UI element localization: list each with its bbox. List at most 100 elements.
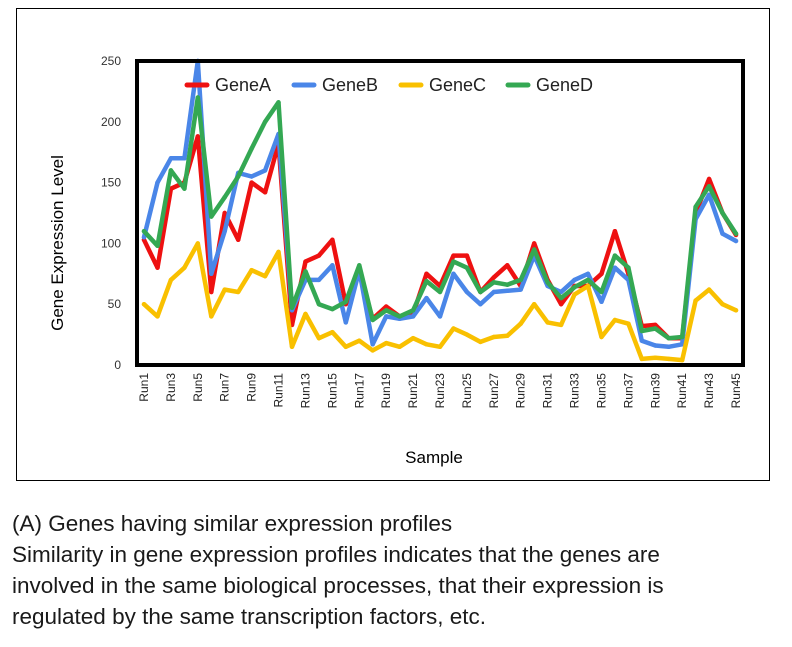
data-point-GeneA [330,237,335,242]
data-point-GeneA [451,253,456,258]
series-line-GeneB [141,58,739,350]
data-point-GeneA [612,229,618,234]
data-point-GeneD [612,253,618,258]
data-point-GeneA [155,265,160,270]
x-tick-label: Run5 [191,373,205,402]
data-point-GeneC [236,289,241,295]
figure-caption: (A) Genes having similar expression prof… [12,508,787,632]
data-point-GeneB [370,342,375,347]
x-tick-label: Run3 [164,373,178,402]
data-point-GeneB [410,314,416,319]
data-point-GeneB [437,314,443,319]
x-tick-label: Run31 [541,373,555,409]
data-point-GeneC [330,330,335,335]
data-point-GeneC [733,308,739,313]
data-point-GeneA [262,190,268,195]
data-point-GeneC [289,344,295,349]
data-point-GeneA [209,289,214,295]
data-point-GeneC [370,348,375,353]
data-point-GeneD [357,263,362,268]
line-chart: 0 50 100 150 200 250 Run1 Run3 Run5 Run7 Run9 Run11… [48,54,745,467]
data-point-GeneA [653,322,658,328]
data-point-GeneD [222,195,227,200]
data-point-GeneC [195,241,200,246]
caption-heading: (A) Genes having similar expression prof… [12,511,453,536]
caption-line-2: involved in the same biological processe… [12,573,664,598]
data-point-GeneD [155,243,160,248]
data-point-GeneD [370,317,375,323]
x-tick-label: Run29 [514,373,528,409]
data-point-GeneC [464,332,470,337]
data-point-GeneC [680,357,685,363]
data-point-GeneC [518,321,523,326]
x-tick-label: Run15 [325,373,339,409]
x-tick-label: Run11 [272,373,286,408]
x-tick-label: Run41 [675,373,689,409]
y-tick-label: 200 [101,115,121,129]
data-point-GeneC [626,321,631,326]
data-point-GeneA [424,271,429,276]
data-point-GeneA [195,134,200,139]
x-tick-label: Run39 [648,373,662,409]
data-point-GeneD [639,328,644,334]
y-tick-label: 100 [101,236,121,250]
data-point-GeneA [505,263,510,268]
data-point-GeneD [626,265,631,270]
data-point-GeneC [693,298,698,303]
data-point-GeneB [249,174,254,179]
data-point-GeneB [666,344,671,349]
x-tick-label: Run21 [406,373,420,409]
data-point-GeneB [706,192,712,197]
data-point-GeneD [653,326,658,331]
x-tick-label: Run19 [379,373,393,409]
data-point-GeneB [141,235,147,240]
data-point-GeneC [505,333,510,338]
data-point-GeneA [384,304,389,309]
data-point-GeneD [168,168,174,173]
data-point-GeneC [209,314,214,319]
data-point-GeneC [545,320,550,325]
data-point-GeneD [195,95,200,100]
caption-line-3: regulated by the same transcription fact… [12,604,486,629]
data-point-GeneC [666,356,671,362]
data-point-GeneD [397,314,402,319]
data-point-GeneD [518,277,523,283]
data-point-GeneA [316,253,322,258]
data-point-GeneD [303,269,308,274]
y-tick-label: 250 [101,54,121,68]
data-point-GeneD [249,146,254,151]
data-point-GeneD [532,247,537,252]
data-point-GeneC [155,314,160,319]
data-point-GeneB [639,338,644,343]
data-point-GeneC [612,317,618,323]
x-tick-label: Run27 [487,373,501,409]
data-point-GeneD [437,289,443,295]
data-point-GeneB [168,156,174,161]
data-point-GeneD [666,336,671,341]
data-point-GeneD [330,306,335,312]
data-point-GeneC [585,283,591,289]
data-point-GeneC [451,326,456,331]
data-point-GeneC [599,334,604,340]
data-point-GeneB [464,289,470,295]
data-point-GeneD [464,265,470,270]
data-point-GeneB [182,156,187,161]
y-tick-label: 150 [101,176,121,190]
x-tick-label: Run7 [218,373,232,402]
data-point-GeneD [276,100,281,105]
data-point-GeneD [478,289,483,295]
data-point-GeneB [209,271,214,276]
x-tick-label: Run37 [621,373,635,409]
data-point-GeneA [464,253,470,258]
data-point-GeneC [357,338,362,343]
data-point-GeneC [316,336,322,341]
caption-line-1: Similarity in gene expression profiles i… [12,542,660,567]
data-point-GeneA [222,210,227,216]
data-point-GeneC [249,268,254,273]
data-point-GeneC [343,344,348,349]
data-point-GeneC [168,277,174,283]
data-point-GeneC [410,336,416,341]
data-point-GeneB [612,265,618,270]
data-point-GeneB [330,263,335,268]
data-point-GeneD [384,308,389,313]
